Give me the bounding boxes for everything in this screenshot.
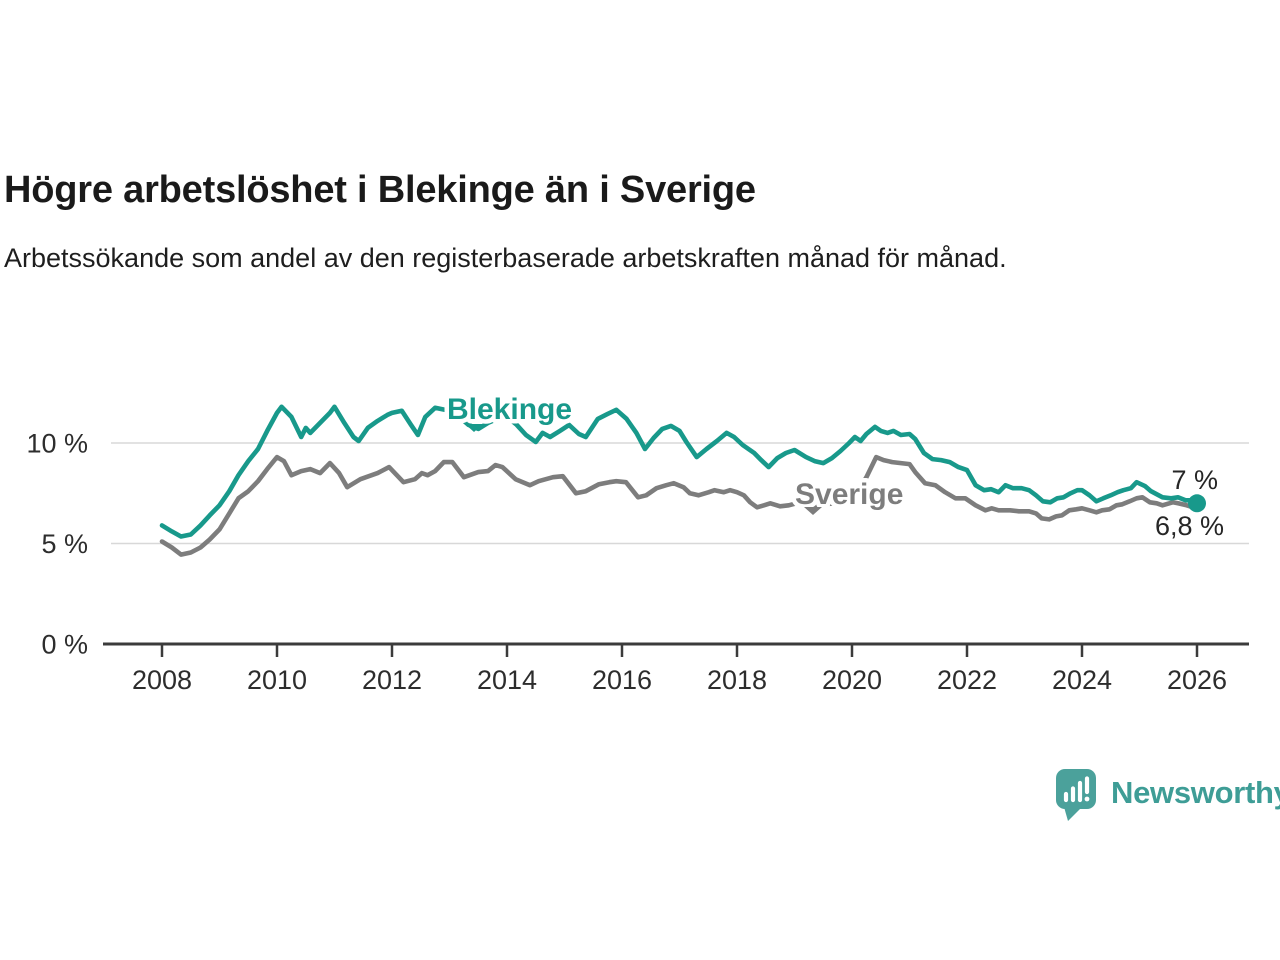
x-tick-label: 2016 (592, 665, 652, 695)
x-tick-label: 2010 (247, 665, 307, 695)
series-line-blekinge (159, 404, 1200, 539)
end-value-label-1: 6,8 % (1155, 511, 1224, 541)
series-end-dot-blekinge (1188, 494, 1206, 513)
chart-subtitle: Arbetssökande som andel av den registerb… (4, 243, 1007, 273)
branding-footer: Newsworthy (1056, 769, 1280, 823)
series-label-sverige: Sverige (795, 478, 903, 511)
newsworthy-wordmark: Newsworthy (1111, 775, 1280, 810)
logo-bubble (1056, 769, 1096, 809)
x-tick-label: 2026 (1167, 665, 1227, 695)
series-label-pointer-sverige (804, 507, 822, 515)
page-title: Högre arbetslöshet i Blekinge än i Sveri… (4, 169, 756, 212)
x-tick-label: 2020 (822, 665, 882, 695)
series-label-blekinge: Blekinge (447, 393, 572, 426)
end-value-label-0: 7 % (1171, 465, 1218, 495)
newsworthy-logo-icon (1056, 769, 1096, 821)
x-tick-label: 2008 (132, 665, 192, 695)
y-tick-label: 0 % (41, 630, 88, 660)
x-tick-label: 2012 (362, 665, 422, 695)
logo-bubble-tail (1064, 807, 1082, 821)
series-label-pointer-blekinge (465, 424, 483, 432)
x-tick-label: 2014 (477, 665, 537, 695)
x-tick-label: 2024 (1052, 665, 1112, 695)
logo-exclamation-dot (1084, 796, 1090, 802)
y-tick-label: 10 % (26, 429, 88, 459)
y-tick-label: 5 % (41, 529, 88, 559)
x-tick-label: 2022 (937, 665, 997, 695)
series-line-sverige (159, 454, 1200, 557)
x-tick-label: 2018 (707, 665, 767, 695)
